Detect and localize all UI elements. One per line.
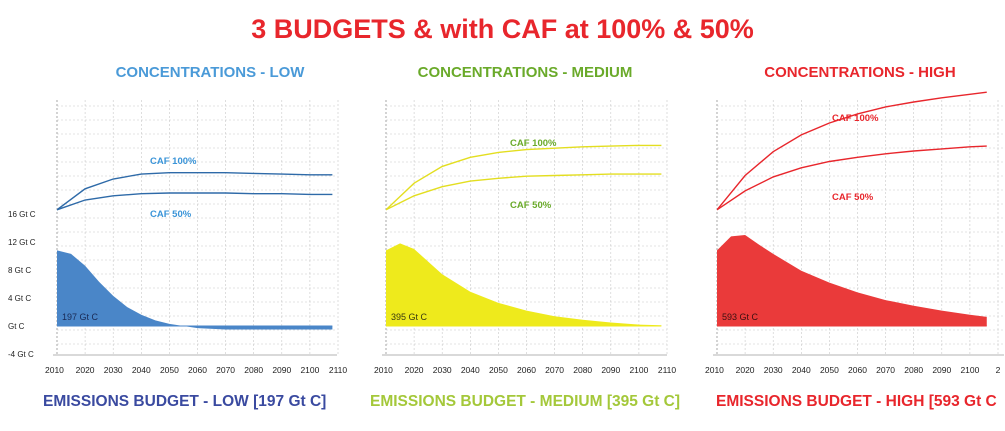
x-tick-label: 2060 — [188, 365, 207, 375]
x-tick-label: 2060 — [517, 365, 536, 375]
y-tick-label: Gt C — [8, 322, 25, 331]
x-tick-label: 2090 — [932, 365, 951, 375]
x-tick-label: 2040 — [792, 365, 811, 375]
x-tick-label: 2030 — [764, 365, 783, 375]
y-tick-label: 4 Gt C — [8, 294, 31, 303]
series-label: CAF 100% — [510, 138, 557, 149]
x-tick-label: 2070 — [545, 365, 564, 375]
y-tick-label: 16 Gt C — [8, 210, 36, 219]
x-tick-label: 2050 — [820, 365, 839, 375]
series-line-caf-50 — [386, 173, 662, 211]
x-tick-label: 2080 — [573, 365, 592, 375]
emissions-area — [386, 243, 662, 326]
x-tick-label: 2020 — [736, 365, 755, 375]
footer-high: EMISSIONS BUDGET - HIGH [593 Gt C — [716, 393, 997, 410]
x-tick-label: 2020 — [76, 365, 95, 375]
panel-title-medium: CONCENTRATIONS - MEDIUM — [417, 64, 633, 81]
series-line-caf-100 — [57, 172, 333, 211]
panel-low: 197 Gt C CAF 100% CAF 50% 2010 2020 2030 2040 2… — [45, 100, 347, 375]
series-label: CAF 100% — [150, 156, 197, 167]
panel-title-low: CONCENTRATIONS - LOW — [115, 64, 305, 81]
x-tick-label: 2010 — [705, 365, 724, 375]
panel-high: 593 Gt C CAF 100% CAF 50% 2010 2020 2030 2040 2… — [705, 91, 1004, 375]
series-line-caf-50 — [717, 145, 987, 211]
area-label: 593 Gt C — [722, 312, 759, 322]
x-tick-label: 2 — [996, 365, 1001, 375]
series-line-caf-100 — [386, 144, 662, 211]
footer-low: EMISSIONS BUDGET - LOW [197 Gt C] — [43, 393, 327, 410]
x-tick-label: 2100 — [300, 365, 319, 375]
panel-medium: 395 Gt C CAF 100% CAF 50% 2010 2020 2030 2040 2… — [374, 100, 676, 375]
y-tick-label: 12 Gt C — [8, 238, 36, 247]
x-tick-label: 2010 — [374, 365, 393, 375]
x-tick-label: 2020 — [405, 365, 424, 375]
x-tick-label: 2070 — [216, 365, 235, 375]
x-tick-label: 2040 — [461, 365, 480, 375]
x-tick-label: 2050 — [489, 365, 508, 375]
series-label: CAF 50% — [150, 209, 192, 220]
x-tick-label: 2110 — [658, 365, 677, 375]
x-tick-label: 2100 — [629, 365, 648, 375]
series-label: CAF 50% — [832, 192, 874, 203]
x-tick-label: 2090 — [601, 365, 620, 375]
x-tick-label: 2060 — [848, 365, 867, 375]
x-tick-label: 2100 — [960, 365, 979, 375]
x-tick-label: 2040 — [132, 365, 151, 375]
x-tick-label: 2110 — [329, 365, 348, 375]
x-tick-label: 2010 — [45, 365, 64, 375]
series-line-caf-50 — [57, 192, 333, 211]
emissions-area — [57, 250, 333, 330]
x-tick-label: 2090 — [272, 365, 291, 375]
y-tick-label: 8 Gt C — [8, 266, 31, 275]
x-tick-label: 2070 — [876, 365, 895, 375]
panel-title-high: CONCENTRATIONS - HIGH — [764, 64, 956, 81]
x-tick-label: 2030 — [104, 365, 123, 375]
series-label: CAF 100% — [832, 113, 879, 124]
area-label: 395 Gt C — [391, 312, 428, 322]
main-title: 3 BUDGETS & with CAF at 100% & 50% — [251, 14, 754, 44]
footer-medium: EMISSIONS BUDGET - MEDIUM [395 Gt C] — [370, 393, 681, 410]
y-axis: 16 Gt C 12 Gt C 8 Gt C 4 Gt C Gt C -4 Gt C — [8, 210, 36, 359]
area-label: 197 Gt C — [62, 312, 99, 322]
emissions-area — [717, 235, 987, 326]
series-line-caf-100 — [717, 91, 987, 211]
x-tick-label: 2080 — [904, 365, 923, 375]
x-tick-label: 2050 — [160, 365, 179, 375]
x-tick-label: 2080 — [244, 365, 263, 375]
y-tick-label: -4 Gt C — [8, 350, 34, 359]
series-label: CAF 50% — [510, 200, 552, 211]
x-tick-label: 2030 — [433, 365, 452, 375]
grid — [56, 100, 339, 355]
